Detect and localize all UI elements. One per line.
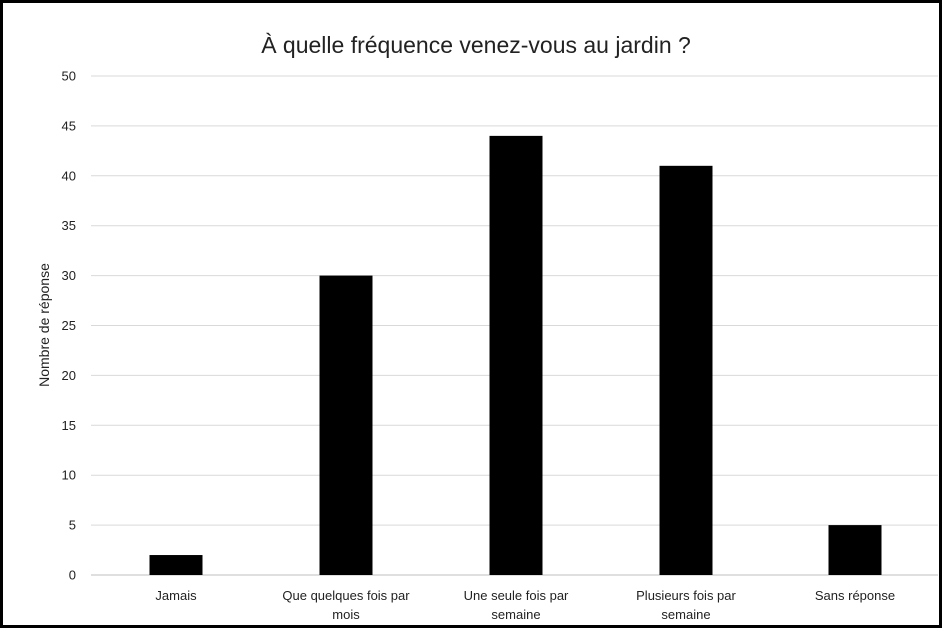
x-tick-label: Plusieurs fois par semaine [636, 588, 736, 622]
y-tick-label: 30 [62, 268, 76, 283]
y-tick-label: 20 [62, 368, 76, 383]
y-tick-label: 25 [62, 318, 76, 333]
bar-chart: À quelle fréquence venez-vous au jardin … [36, 32, 938, 622]
y-tick-label: 5 [69, 518, 76, 533]
x-tick-label: Jamais [155, 588, 197, 603]
bar [659, 165, 713, 575]
x-tick-label: Une seule fois par semaine [464, 588, 569, 622]
y-tick-label: 45 [62, 118, 76, 133]
bars [149, 135, 882, 575]
y-tick-label: 50 [62, 69, 76, 84]
y-tick-label: 10 [62, 468, 76, 483]
y-tick-label: 35 [62, 218, 76, 233]
x-axis-ticks: Jamais Que quelques fois par mois Une seule… [155, 588, 895, 622]
bar [828, 525, 882, 575]
chart-title: À quelle fréquence venez-vous au jardin … [261, 32, 691, 58]
y-axis-ticks: 0 5 10 15 20 25 30 35 40 45 50 [62, 69, 76, 583]
bar [319, 275, 373, 575]
y-tick-label: 40 [62, 168, 76, 183]
bar [149, 555, 203, 575]
y-tick-label: 0 [69, 568, 76, 583]
y-tick-label: 15 [62, 418, 76, 433]
bar [489, 135, 543, 575]
y-axis-label: Nombre de réponse [36, 263, 52, 387]
x-tick-label: Que quelques fois par mois [282, 588, 410, 622]
x-tick-label: Sans réponse [815, 588, 895, 603]
